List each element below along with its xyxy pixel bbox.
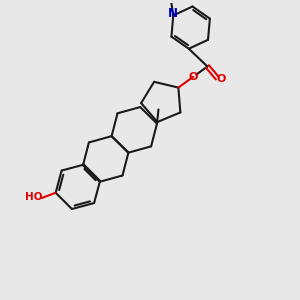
Text: N: N (168, 8, 178, 20)
Text: O: O (216, 74, 226, 84)
Text: O: O (189, 72, 198, 82)
Text: HO: HO (25, 193, 42, 202)
